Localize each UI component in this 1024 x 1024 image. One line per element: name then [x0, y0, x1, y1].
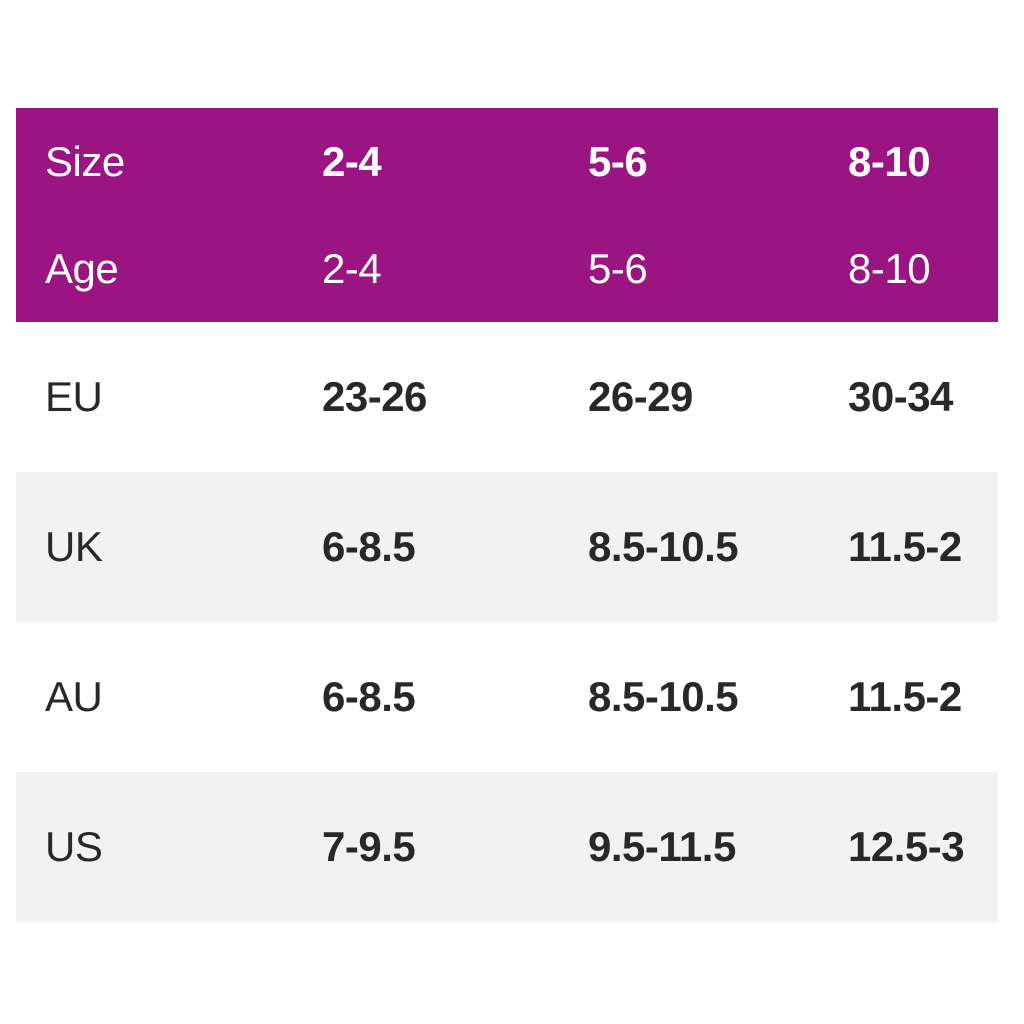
row-label-age: Age: [45, 244, 119, 292]
table-row-eu: EU 23-26 26-29 30-34: [16, 322, 998, 472]
table-row-uk: UK 6-8.5 8.5-10.5 11.5-2: [16, 472, 998, 622]
header-row-age: Age 2-4 5-6 8-10: [16, 215, 998, 322]
row-label-au: AU: [45, 673, 103, 720]
size-chart-header: Size 2-4 5-6 8-10 Age 2-4 5-6 8-10: [16, 108, 998, 322]
table-row-au: AU 6-8.5 8.5-10.5 11.5-2: [16, 622, 998, 772]
size-chart-table: Size 2-4 5-6 8-10 Age 2-4 5-6 8-10 EU 23…: [16, 108, 998, 922]
row-label-eu: EU: [45, 373, 103, 420]
eu-value-cell: 23-26: [322, 373, 427, 420]
us-value-cell: 12.5-3: [848, 823, 965, 870]
age-value-cell: 5-6: [588, 244, 648, 292]
age-value-cell: 2-4: [322, 244, 382, 292]
table-row-us: US 7-9.5 9.5-11.5 12.5-3: [16, 772, 998, 922]
us-value-cell: 9.5-11.5: [588, 823, 736, 870]
au-value-cell: 11.5-2: [848, 673, 962, 720]
eu-value-cell: 26-29: [588, 373, 693, 420]
uk-value-cell: 6-8.5: [322, 523, 416, 570]
size-value-cell: 2-4: [322, 137, 382, 185]
uk-value-cell: 8.5-10.5: [588, 523, 739, 570]
header-row-size: Size 2-4 5-6 8-10: [16, 108, 998, 215]
row-label-us: US: [45, 823, 103, 870]
au-value-cell: 6-8.5: [322, 673, 416, 720]
size-value-cell: 5-6: [588, 137, 648, 185]
au-value-cell: 8.5-10.5: [588, 673, 739, 720]
size-value-cell: 8-10: [848, 137, 931, 185]
age-value-cell: 8-10: [848, 244, 931, 292]
uk-value-cell: 11.5-2: [848, 523, 962, 570]
us-value-cell: 7-9.5: [322, 823, 416, 870]
row-label-uk: UK: [45, 523, 103, 570]
row-label-size: Size: [45, 137, 125, 185]
size-chart-body: EU 23-26 26-29 30-34 UK 6-8.5 8.5-10.5 1…: [16, 322, 998, 922]
eu-value-cell: 30-34: [848, 373, 953, 420]
